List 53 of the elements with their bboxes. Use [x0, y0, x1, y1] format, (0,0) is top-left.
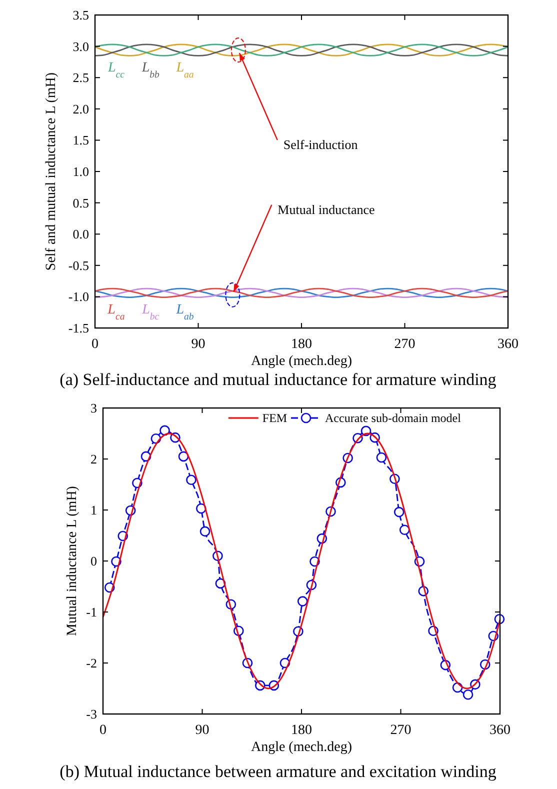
line-series: [94, 44, 509, 56]
y-tick-label: -1: [86, 604, 97, 620]
y-tick-label: 1.5: [72, 132, 89, 148]
x-axis-title: Angle (mech.deg): [250, 740, 352, 755]
y-tick-label: 0.5: [72, 195, 89, 210]
series-label: L$_{ca}$: [106, 302, 125, 322]
point: [376, 452, 387, 463]
series-label: L$_{bc}$: [141, 302, 160, 322]
y-tick-label: -1.0: [68, 289, 89, 304]
series-label: L$_{aa}$: [175, 60, 194, 80]
y-tick-label: 2.0: [72, 101, 89, 116]
point: [399, 524, 410, 536]
y-tick-label: -2: [86, 656, 97, 670]
y-tick-label: -0.5: [68, 258, 89, 273]
legend-label: FEM: [262, 411, 288, 425]
y-tick-label: 0: [90, 554, 97, 568]
legend-label: Accurate sub-domain model: [325, 411, 462, 425]
y-tick-label: 2.5: [72, 70, 89, 86]
x-tick-label: 270: [394, 337, 416, 352]
x-tick-label: 90: [191, 337, 206, 352]
x-tick-label: 90: [195, 723, 210, 738]
text: (b) Mutual inductance between armature and excitation winding: [60, 762, 497, 781]
y-tick-label: 3: [90, 400, 97, 416]
y-tick-label: -1.5: [68, 320, 89, 336]
point: [200, 526, 210, 537]
point: [186, 474, 196, 486]
x-tick-label: 180: [291, 723, 312, 738]
point: [394, 506, 404, 518]
y-tick-label: 0.0: [72, 226, 89, 242]
y-tick-label: 2: [90, 452, 97, 466]
point: [196, 503, 206, 514]
annotation: Self-induction: [283, 137, 358, 152]
x-axis-title: Angle (mech.deg): [250, 354, 352, 369]
y-axis-title: Self and mutual inductance L (mH): [44, 72, 59, 271]
x-tick-label: 360: [498, 337, 518, 352]
y-tick-label: 3.0: [72, 38, 89, 54]
point: [462, 689, 474, 700]
x-tick-label: 360: [490, 723, 510, 738]
series-label: L$_{bb}$: [140, 60, 160, 80]
point: [160, 425, 170, 436]
y-axis-title: Mutual inductance L (mH): [65, 486, 80, 636]
series-label: L$_{ab}$: [175, 302, 194, 322]
series-label: L$_{cc}$: [106, 60, 126, 80]
y-tick-label: -3: [86, 706, 97, 722]
x-tick-label: 180: [291, 337, 312, 352]
y-tick-label: 1: [90, 502, 97, 518]
annotation: Mutual inductance: [278, 202, 376, 217]
point: [297, 596, 308, 606]
text: (a) Self-inductance and mutual inductance for armature winding: [60, 370, 497, 389]
point: [178, 451, 189, 462]
x-tick-label: 270: [390, 723, 412, 738]
y-tick-label: 3.5: [72, 8, 89, 22]
y-tick-label: 1.0: [72, 164, 89, 179]
